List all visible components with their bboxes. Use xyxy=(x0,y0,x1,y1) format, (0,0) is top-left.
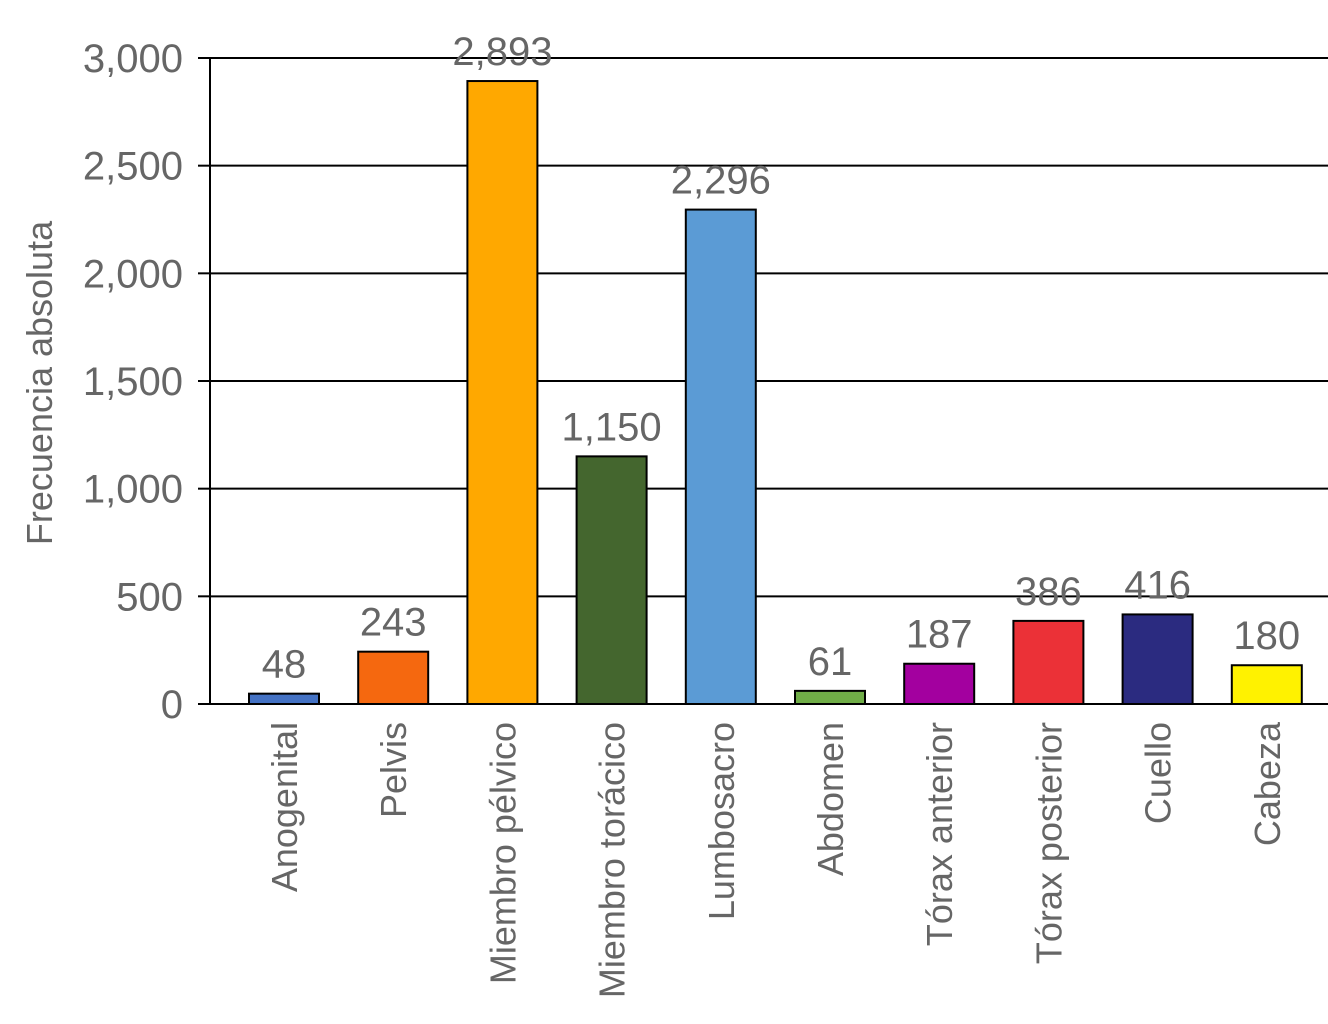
category-label: Miembro torácico xyxy=(592,722,633,998)
bar xyxy=(248,692,320,706)
y-tick-labels: 0 500 1,000 1,500 2,000 2,500 3,000 xyxy=(83,37,183,727)
category-label: Cuello xyxy=(1138,722,1179,824)
bars xyxy=(248,80,1303,706)
category-label: Tórax posterior xyxy=(1028,722,1069,964)
category-label: Anogenital xyxy=(264,722,305,892)
bar xyxy=(466,80,539,706)
y-axis-title: Frecuencia absoluta xyxy=(19,220,60,545)
category-label: Pelvis xyxy=(373,722,414,818)
bar xyxy=(794,689,866,706)
category-label: Cabeza xyxy=(1247,721,1288,846)
y-tick-label: 1,000 xyxy=(83,468,183,512)
category-label: Tórax anterior xyxy=(919,722,960,946)
y-tick-label: 2,500 xyxy=(83,145,183,189)
data-label: 48 xyxy=(262,643,307,687)
data-label: 243 xyxy=(360,601,427,645)
category-label: Lumbosacro xyxy=(701,722,742,920)
data-label: 1,150 xyxy=(562,405,662,449)
data-labels: 48 243 2,893 1,150 2,296 61 187 386 416 180 xyxy=(262,30,1300,687)
y-tick-label: 1,500 xyxy=(83,360,183,404)
data-label: 61 xyxy=(808,640,853,684)
data-label: 2,893 xyxy=(452,30,552,74)
bar xyxy=(357,650,430,706)
bar xyxy=(1230,664,1303,705)
y-tick-label: 500 xyxy=(116,575,183,619)
data-label: 386 xyxy=(1015,570,1082,614)
category-labels: Anogenital Pelvis Miembro pélvico Miembro t… xyxy=(264,721,1288,998)
y-tick-label: 3,000 xyxy=(83,37,183,81)
category-label: Miembro pélvico xyxy=(482,722,523,984)
bar xyxy=(903,662,976,705)
bar xyxy=(575,455,648,705)
data-label: 416 xyxy=(1124,563,1191,607)
data-label: 187 xyxy=(906,613,973,657)
bar xyxy=(1012,619,1085,706)
axes xyxy=(198,57,1328,705)
data-label: 2,296 xyxy=(671,159,771,203)
bar xyxy=(684,208,757,705)
y-tick-label: 2,000 xyxy=(83,252,183,296)
y-tick-label: 0 xyxy=(161,683,183,727)
category-label: Abdomen xyxy=(810,722,851,876)
data-label: 180 xyxy=(1233,614,1300,658)
bar xyxy=(1121,613,1194,705)
gridlines xyxy=(210,57,1328,598)
